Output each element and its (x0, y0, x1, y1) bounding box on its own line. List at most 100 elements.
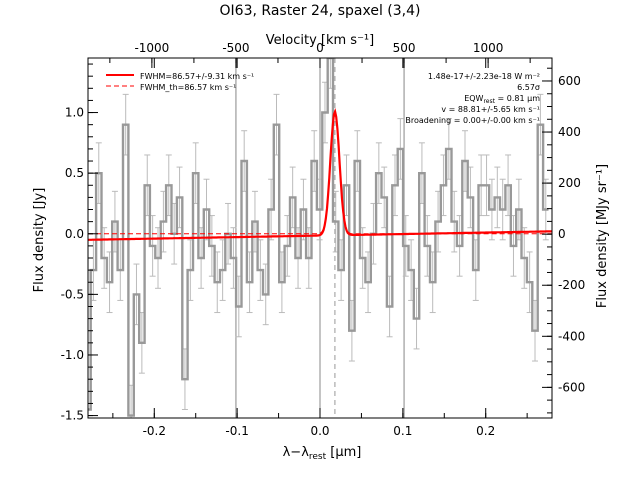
annotations: 1.48e-17+/-2.23e-18 W m⁻² 6.57σ EQWrest … (405, 72, 540, 125)
data-point-3 (103, 257, 105, 259)
x-tick-label-0: -0.2 (143, 424, 166, 438)
legend-label-fwhm-th: FWHM_th=86.57 km s⁻¹ (140, 83, 236, 92)
data-point-7 (125, 124, 127, 126)
data-point-66 (442, 184, 445, 186)
data-point-78 (507, 184, 509, 186)
y2-tick-label-6: 600 (558, 74, 581, 88)
top-tick-label-4: 1000 (473, 41, 504, 55)
y-tick-label-0: -1.5 (61, 409, 84, 423)
data-point-38 (292, 196, 294, 198)
data-point-24 (216, 281, 218, 283)
data-point-41 (308, 257, 310, 259)
top-tick-label-0: -1000 (134, 41, 169, 55)
data-series (88, 58, 552, 418)
data-point-35 (275, 124, 278, 126)
y2-tick-label-1: -400 (558, 329, 585, 343)
y-tick-label-4: 0.5 (65, 166, 84, 180)
legend-label-fwhm: FWHM=86.57+/-9.31 km s⁻¹ (140, 72, 254, 81)
svg-text:Velocity [km s⁻¹]: Velocity [km s⁻¹] (266, 33, 374, 48)
data-point-79 (512, 245, 515, 247)
data-point-73 (480, 184, 482, 186)
annotation-broadening: Broadening = 0.00+/-0.00 km s⁻¹ (405, 116, 540, 125)
y-tick-label-1: -1.0 (61, 348, 84, 362)
legend: FWHM=86.57+/-9.31 km s⁻¹ FWHM_th=86.57 k… (106, 72, 254, 92)
annotation-eqw: EQWrest = 0.81 μm (464, 94, 540, 105)
top-tick-label-2: 0 (316, 41, 324, 55)
x-tick-label-2: 0.0 (310, 424, 329, 438)
annotation-flux: 1.48e-17+/-2.23e-18 W m⁻² (428, 72, 540, 81)
y2-tick-label-4: 200 (558, 176, 581, 190)
data-point-58 (399, 148, 401, 150)
data-point-29 (243, 160, 245, 162)
data-point-36 (281, 281, 283, 283)
data-point-15 (168, 184, 170, 186)
data-point-32 (259, 269, 261, 271)
y-axis-label: Flux density [Jy] (32, 188, 47, 293)
data-point-43 (318, 208, 321, 211)
y2-tick-label-0: -600 (558, 380, 585, 394)
chart-title: OI63, Raster 24, spaxel (3,4) (220, 3, 421, 19)
y2-tick-label-3: 0 (558, 227, 566, 241)
data-point-28 (238, 305, 240, 308)
data-point-69 (459, 245, 461, 247)
data-point-75 (491, 208, 493, 211)
x-tick-label-3: 0.1 (393, 424, 412, 438)
data-point-42 (313, 160, 315, 162)
data-point-56 (389, 305, 391, 308)
y2-tick-label-5: 400 (558, 125, 581, 139)
data-point-19 (189, 269, 191, 271)
data-point-70 (464, 160, 466, 162)
data-point-13 (157, 257, 159, 259)
data-point-25 (222, 269, 224, 271)
data-point-81 (523, 257, 525, 259)
data-point-20 (195, 172, 197, 174)
data-point-18 (184, 378, 186, 380)
data-point-57 (394, 184, 396, 186)
data-point-74 (485, 184, 488, 186)
data-point-39 (297, 257, 299, 259)
data-point-85 (545, 208, 547, 211)
top-tick-label-3: 500 (393, 41, 416, 55)
data-point-1 (92, 269, 94, 271)
y2-axis-label: Flux density [MJy sr⁻¹] (595, 164, 610, 308)
data-histogram-line (88, 58, 549, 417)
data-point-76 (496, 196, 498, 198)
data-point-30 (248, 281, 251, 283)
y-tick-label-5: 1.0 (65, 106, 84, 120)
data-point-49 (351, 330, 353, 332)
data-point-83 (534, 330, 536, 332)
data-point-40 (302, 208, 305, 211)
data-point-77 (502, 208, 504, 211)
data-point-55 (383, 196, 385, 198)
data-point-34 (270, 208, 272, 211)
x-tick-label-1: -0.1 (225, 424, 248, 438)
svg-text:λ−λrest [μm]: λ−λrest [μm] (283, 445, 362, 462)
data-point-82 (529, 281, 531, 283)
data-point-22 (205, 208, 208, 211)
data-point-33 (265, 293, 267, 295)
top-tick-label-1: -500 (222, 41, 249, 55)
data-point-52 (367, 281, 369, 283)
data-point-65 (437, 221, 439, 223)
data-point-72 (475, 269, 477, 271)
y-tick-label-3: 0.0 (65, 227, 84, 241)
x-axis-label: λ−λrest [μm] (283, 445, 362, 462)
data-point-67 (448, 148, 450, 150)
y2-tick-label-2: -200 (558, 278, 585, 292)
data-point-8 (130, 414, 132, 417)
data-point-54 (378, 172, 380, 174)
data-point-61 (415, 318, 418, 320)
data-point-12 (152, 245, 154, 247)
annotation-sigma: 6.57σ (517, 83, 540, 92)
data-point-48 (345, 184, 348, 186)
data-point-14 (162, 221, 164, 223)
data-point-5 (114, 221, 116, 223)
data-point-44 (324, 111, 326, 114)
data-point-2 (98, 172, 100, 174)
data-point-11 (146, 184, 148, 186)
data-point-59 (405, 245, 407, 247)
data-point-31 (254, 221, 256, 223)
data-point-50 (356, 160, 358, 162)
data-point-51 (362, 257, 364, 259)
